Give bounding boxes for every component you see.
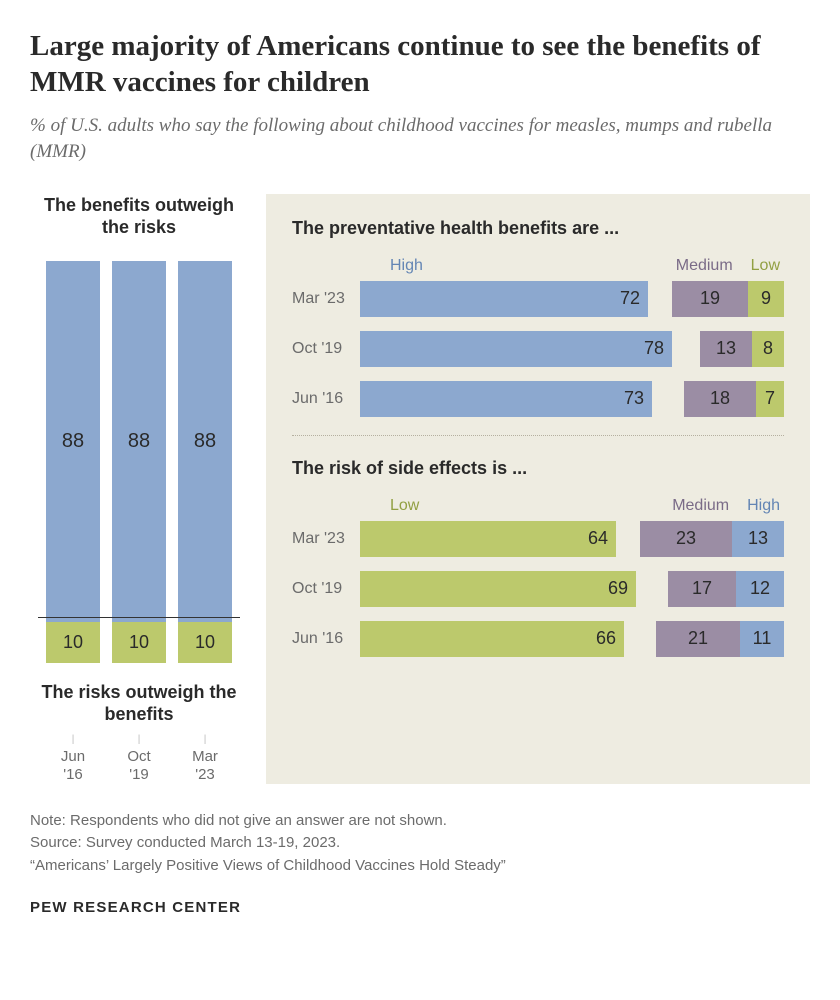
seg-mid: 17 bbox=[668, 571, 736, 607]
risks-section: The risk of side effects is ... Low Mediu… bbox=[292, 458, 784, 657]
vbar-column: 8810 bbox=[112, 253, 166, 663]
risks-rows: Mar '2364 2313 Oct '1969 1712 Jun '1666 2111 bbox=[292, 521, 784, 657]
seg-right: 12 bbox=[736, 571, 784, 607]
chart-subtitle: % of U.S. adults who say the following a… bbox=[30, 113, 810, 166]
risks-legend: Low Medium High bbox=[360, 497, 784, 515]
seg-right: 11 bbox=[740, 621, 784, 657]
seg-left: 64 bbox=[360, 521, 616, 557]
vertical-bar-area: 881088108810 bbox=[30, 253, 248, 663]
seg-left: 72 bbox=[360, 281, 648, 317]
seg-mid: 23 bbox=[640, 521, 732, 557]
hbar-row: Oct '1969 1712 bbox=[292, 571, 784, 607]
x-tick-label: Mar'23 bbox=[178, 734, 232, 784]
benefits-section: The preventative health benefits are ...… bbox=[292, 218, 784, 417]
row-label: Mar '23 bbox=[292, 530, 360, 548]
hbar-row: Oct '1978 138 bbox=[292, 331, 784, 367]
hbar-row: Mar '2372 199 bbox=[292, 281, 784, 317]
row-label: Oct '19 bbox=[292, 580, 360, 598]
note-line: Note: Respondents who did not give an an… bbox=[30, 810, 810, 833]
row-label: Jun '16 bbox=[292, 630, 360, 648]
left-top-label: The benefits outweigh the risks bbox=[30, 194, 248, 239]
x-tick-label: Oct'19 bbox=[112, 734, 166, 784]
section-divider bbox=[292, 435, 784, 436]
seg-left: 66 bbox=[360, 621, 624, 657]
benefits-bar: 88 bbox=[112, 261, 166, 622]
seg-left: 78 bbox=[360, 331, 672, 367]
hbar-row: Jun '1666 2111 bbox=[292, 621, 784, 657]
benefits-rows: Mar '2372 199 Oct '1978 138 Jun '1673 187 bbox=[292, 281, 784, 417]
baseline-rule bbox=[38, 617, 240, 618]
risks-bar: 10 bbox=[46, 622, 100, 663]
legend-left: High bbox=[360, 257, 516, 275]
legend-mid: Medium bbox=[672, 497, 729, 515]
right-panel: The preventative health benefits are ...… bbox=[266, 194, 810, 784]
hbar-row: Mar '2364 2313 bbox=[292, 521, 784, 557]
risks-bar: 10 bbox=[112, 622, 166, 663]
seg-right: 8 bbox=[752, 331, 784, 367]
legend-left: Low bbox=[360, 497, 498, 515]
seg-mid: 13 bbox=[700, 331, 752, 367]
seg-left: 73 bbox=[360, 381, 652, 417]
benefits-vs-risks-chart: The benefits outweigh the risks 88108810… bbox=[30, 194, 248, 784]
row-label: Jun '16 bbox=[292, 390, 360, 408]
x-axis-ticks: Jun'16Oct'19Mar'23 bbox=[30, 734, 248, 784]
benefits-legend: High Medium Low bbox=[360, 257, 784, 275]
hbar-track: 64 2313 bbox=[360, 521, 784, 557]
seg-right: 13 bbox=[732, 521, 784, 557]
hbar-track: 66 2111 bbox=[360, 621, 784, 657]
reference-line: “Americans’ Largely Positive Views of Ch… bbox=[30, 855, 810, 878]
seg-mid: 19 bbox=[672, 281, 748, 317]
seg-right: 7 bbox=[756, 381, 784, 417]
chart-title: Large majority of Americans continue to … bbox=[30, 28, 810, 101]
legend-mid: Medium bbox=[676, 257, 733, 275]
benefits-bar: 88 bbox=[178, 261, 232, 622]
hbar-track: 69 1712 bbox=[360, 571, 784, 607]
hbar-track: 73 187 bbox=[360, 381, 784, 417]
vbar-column: 8810 bbox=[46, 253, 100, 663]
benefits-bar: 88 bbox=[46, 261, 100, 622]
charts-container: The benefits outweigh the risks 88108810… bbox=[30, 194, 810, 784]
hbar-track: 72 199 bbox=[360, 281, 784, 317]
benefits-section-title: The preventative health benefits are ... bbox=[292, 218, 784, 239]
seg-left: 69 bbox=[360, 571, 636, 607]
hbar-row: Jun '1673 187 bbox=[292, 381, 784, 417]
seg-mid: 21 bbox=[656, 621, 740, 657]
attribution: PEW RESEARCH CENTER bbox=[30, 899, 810, 916]
x-tick-label: Jun'16 bbox=[46, 734, 100, 784]
row-label: Oct '19 bbox=[292, 340, 360, 358]
seg-right: 9 bbox=[748, 281, 784, 317]
row-label: Mar '23 bbox=[292, 290, 360, 308]
seg-mid: 18 bbox=[684, 381, 756, 417]
risks-section-title: The risk of side effects is ... bbox=[292, 458, 784, 479]
hbar-track: 78 138 bbox=[360, 331, 784, 367]
footer-notes: Note: Respondents who did not give an an… bbox=[30, 810, 810, 878]
risks-bar: 10 bbox=[178, 622, 232, 663]
legend-right: High bbox=[747, 497, 780, 515]
left-bottom-label: The risks outweigh the benefits bbox=[30, 681, 248, 726]
vbar-column: 8810 bbox=[178, 253, 232, 663]
legend-right: Low bbox=[751, 257, 780, 275]
source-line: Source: Survey conducted March 13-19, 20… bbox=[30, 832, 810, 855]
